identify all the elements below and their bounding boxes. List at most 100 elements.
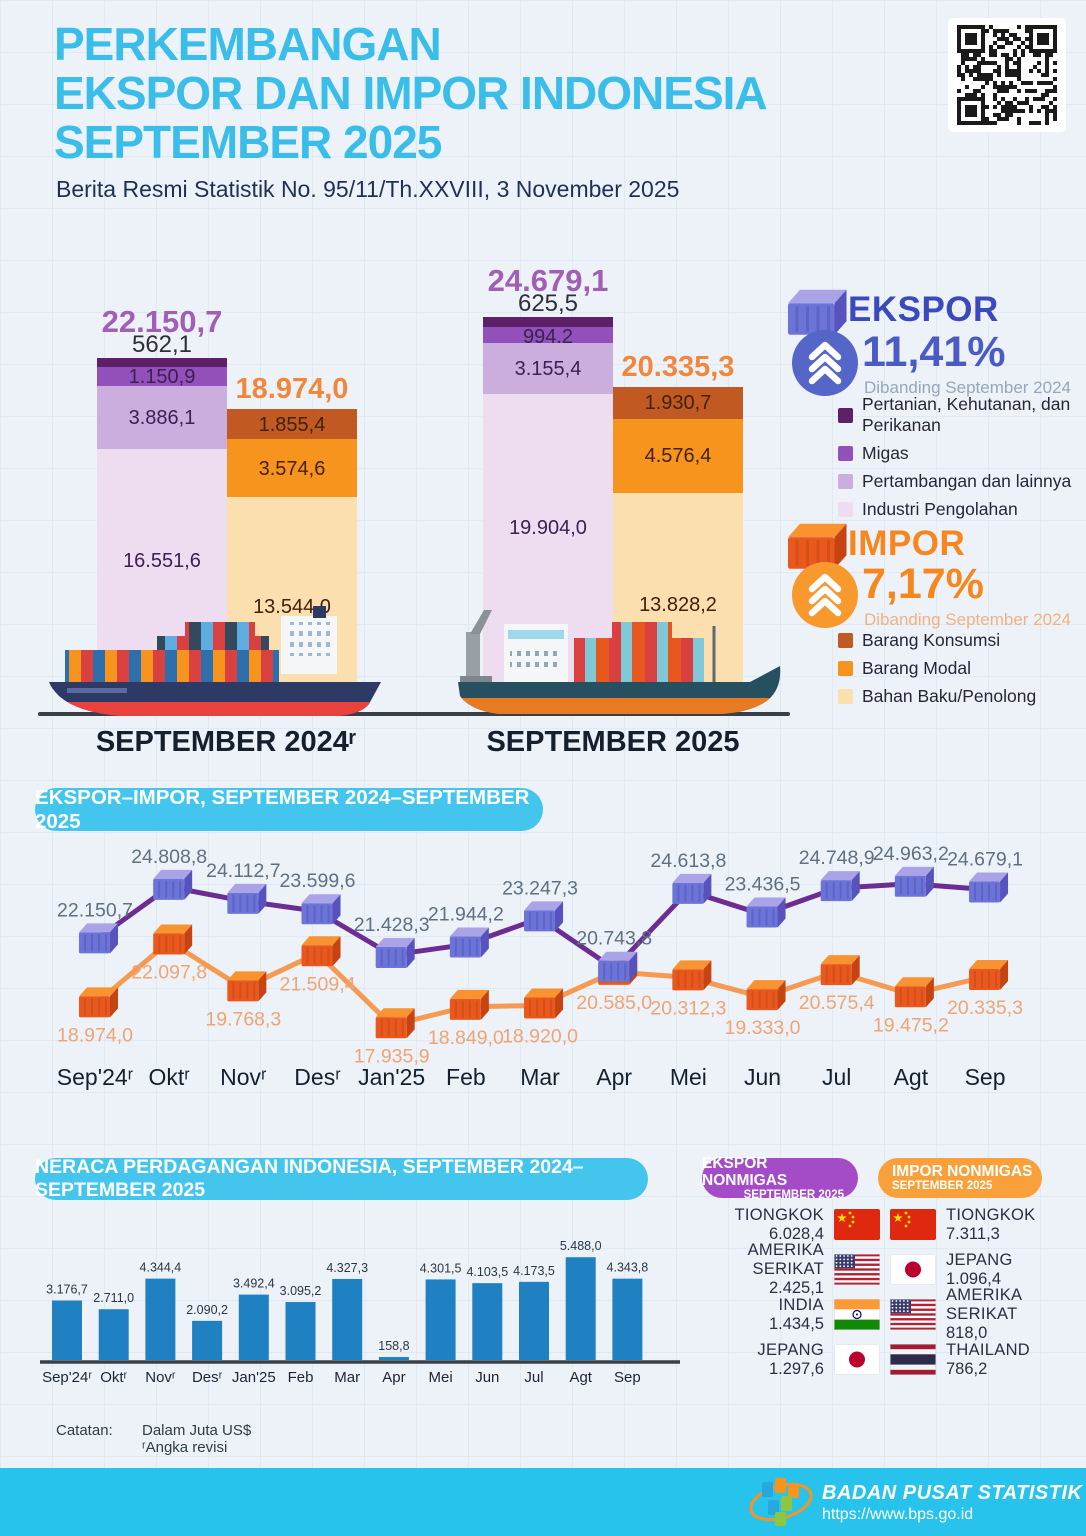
ekspor-nonmigas-subtitle: SEPTEMBER 2025 (743, 1188, 844, 1201)
svg-text:5.488,0: 5.488,0 (560, 1239, 602, 1253)
legend-item: Migas (838, 443, 1086, 464)
footer-url[interactable]: https://www.bps.go.id (822, 1506, 974, 1523)
legend-item: Pertambangan dan lainnya (838, 471, 1086, 492)
release-subtitle: Berita Resmi Statistik No. 95/11/Th.XXVI… (56, 176, 680, 202)
svg-text:Feb: Feb (446, 1064, 486, 1090)
country-value: 6.028,4 (768, 1224, 824, 1243)
svg-text:24.613,8: 24.613,8 (650, 850, 726, 872)
flag-japan-icon (834, 1344, 880, 1375)
ekspor-total-label: 22.150,7 (101, 304, 223, 340)
svg-text:20.575,4: 20.575,4 (799, 992, 875, 1014)
svg-text:24.748,9: 24.748,9 (799, 847, 875, 869)
svg-text:Apr: Apr (382, 1369, 405, 1386)
flag-japan-icon (890, 1254, 936, 1285)
svg-text:21.944,2: 21.944,2 (428, 904, 504, 926)
legend-swatch (838, 474, 853, 489)
cargo-ship-2024-illustration (45, 606, 385, 731)
flag-usa-icon (834, 1254, 880, 1285)
svg-text:Sep'24ʳ: Sep'24ʳ (57, 1064, 134, 1090)
import-legend: Barang Konsumsi Barang Modal Bahan Baku/… (838, 630, 1036, 714)
country-value: 1.434,5 (768, 1314, 824, 1333)
impor-nonmigas-pill: IMPOR NONMIGAS SEPTEMBER 2025 (878, 1158, 1042, 1198)
ekspor-nonmigas-item: JEPANG 1.297,6 (688, 1337, 880, 1382)
svg-text:Oktʳ: Oktʳ (100, 1369, 127, 1386)
legend-item: Barang Konsumsi (838, 630, 1036, 651)
svg-text:Novʳ: Novʳ (145, 1369, 176, 1386)
import-compare-note: Dibanding September 2024 (864, 610, 1071, 629)
bps-logo (748, 1474, 814, 1533)
svg-text:Jan'25: Jan'25 (232, 1369, 276, 1386)
svg-text:Agt: Agt (569, 1369, 592, 1386)
svg-text:18.849,0: 18.849,0 (428, 1027, 504, 1049)
svg-text:20.585,0: 20.585,0 (576, 992, 652, 1014)
flag-india-icon (834, 1299, 880, 1330)
impor-segment: 1.930,7 (613, 387, 743, 419)
svg-text:19.475,2: 19.475,2 (873, 1014, 949, 1036)
export-increase-icon (792, 330, 858, 396)
svg-text:Feb: Feb (288, 1369, 314, 1386)
import-increase-icon (792, 562, 858, 628)
legend-swatch (838, 502, 853, 517)
export-growth-percent: 11,41% (862, 328, 1006, 376)
svg-text:Mar: Mar (334, 1369, 360, 1386)
svg-text:Sep: Sep (614, 1369, 641, 1386)
ekspor-top-segment-label: 562,1 (131, 331, 193, 359)
svg-text:24.808,8: 24.808,8 (131, 846, 207, 868)
svg-text:18.974,0: 18.974,0 (57, 1024, 133, 1046)
import-growth-percent: 7,17% (862, 560, 984, 608)
country-name: AMERIKA SERIKAT (747, 1241, 824, 1278)
country-value: 7.311,3 (946, 1224, 1000, 1243)
svg-text:Jan'25: Jan'25 (358, 1064, 425, 1090)
line-chart-title-pill: EKSPOR–IMPOR, SEPTEMBER 2024–SEPTEMBER 2… (35, 786, 543, 833)
country-value: 818,0 (946, 1324, 988, 1342)
export-legend: Pertanian, Kehutanan, dan Perikanan Miga… (838, 394, 1086, 527)
ekspor-nonmigas-item: TIONGKOK 6.028,4 (688, 1202, 880, 1247)
svg-text:22.150,7: 22.150,7 (57, 899, 133, 921)
svg-text:Jul: Jul (524, 1369, 543, 1386)
ekspor-nonmigas-item: AMERIKA SERIKAT 2.425,1 (688, 1241, 880, 1297)
impor-nonmigas-item: JEPANG 1.096,4 (890, 1247, 1086, 1292)
svg-text:17.935,9: 17.935,9 (354, 1045, 430, 1067)
country-value: 2.425,1 (768, 1279, 824, 1297)
impor-nonmigas-item: TIONGKOK 7.311,3 (890, 1202, 1086, 1247)
svg-text:20.335,3: 20.335,3 (947, 997, 1023, 1019)
svg-text:Jul: Jul (822, 1064, 851, 1090)
svg-text:4.344,4: 4.344,4 (140, 1261, 182, 1275)
ekspor-segment: 3.155,4 (483, 343, 613, 395)
country-name: TIONGKOK (946, 1205, 1036, 1224)
legend-label: Migas (862, 443, 909, 463)
svg-text:158,8: 158,8 (378, 1339, 409, 1353)
impor-segment: 4.576,4 (613, 418, 743, 493)
svg-text:24.112,7: 24.112,7 (206, 860, 280, 882)
country-value: 1.297,6 (768, 1359, 824, 1378)
svg-text:3.492,4: 3.492,4 (233, 1277, 275, 1291)
svg-text:24.679,1: 24.679,1 (947, 848, 1023, 870)
group-label-september-2025: SEPTEMBER 2025 (486, 726, 740, 758)
legend-item: Bahan Baku/Penolong (838, 686, 1036, 707)
footnote-label: Catatan: (56, 1422, 113, 1439)
ekspor-total-label: 24.679,1 (487, 263, 609, 299)
svg-text:Mei: Mei (670, 1064, 707, 1090)
legend-label: Barang Modal (862, 658, 971, 678)
qr-code-pattern (957, 25, 1057, 125)
impor-total-label: 20.335,3 (621, 351, 735, 384)
legend-label: Pertambangan dan lainnya (862, 471, 1072, 491)
svg-text:22.097,8: 22.097,8 (131, 961, 207, 983)
footer-bar: BADAN PUSAT STATISTIK https://www.bps.go… (0, 1468, 1086, 1536)
impor-segment: 1.855,4 (227, 409, 357, 440)
svg-text:Sep: Sep (965, 1064, 1006, 1090)
svg-text:19.768,3: 19.768,3 (205, 1008, 281, 1030)
legend-label: Industri Pengolahan (862, 499, 1018, 519)
svg-text:4.343,8: 4.343,8 (607, 1261, 649, 1275)
country-name: THAILAND (946, 1340, 1030, 1359)
svg-text:19.333,0: 19.333,0 (725, 1017, 801, 1039)
qr-code (948, 18, 1066, 132)
ekspor-segment: 994,2 (483, 326, 613, 348)
impor-nonmigas-subtitle: SEPTEMBER 2025 (892, 1180, 993, 1193)
ekspor-panel-title: EKSPOR (848, 290, 999, 329)
svg-text:3.176,7: 3.176,7 (46, 1283, 88, 1297)
impor-panel-title: IMPOR (848, 524, 966, 563)
flag-usa-icon (890, 1299, 936, 1330)
flag-thailand-icon (890, 1344, 936, 1375)
